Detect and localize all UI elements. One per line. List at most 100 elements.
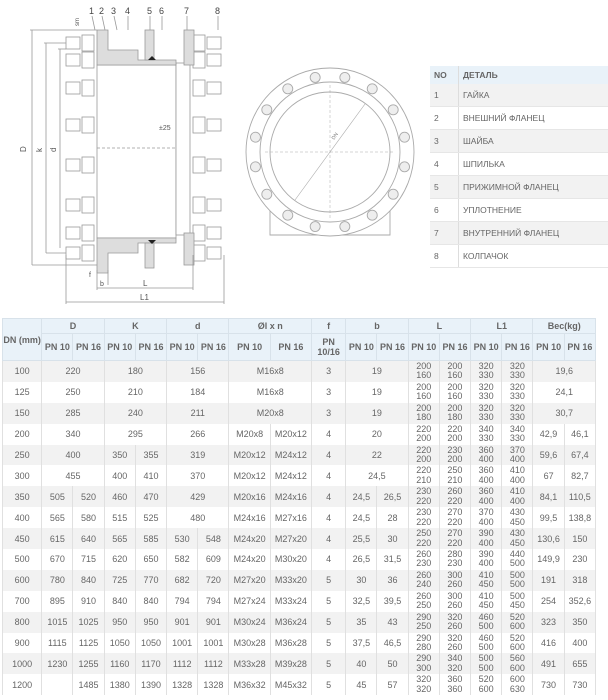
value: 340 xyxy=(509,423,525,434)
cell-b-pn16: 28 xyxy=(376,507,409,529)
part-name: ГАЙКА xyxy=(458,84,608,107)
cell-bolt-pn16: M27x20 xyxy=(269,528,313,550)
cell-dn: 300 xyxy=(1,465,43,487)
value: 460 xyxy=(478,611,494,622)
cell-D-pn10: 505 xyxy=(41,486,74,508)
cell-b: 19 xyxy=(345,402,409,424)
col-b: b xyxy=(345,318,409,334)
cell-L1: 500 500 xyxy=(501,569,534,591)
subcol-pn10: PN 10 xyxy=(407,333,440,361)
cell-K-pn10: 725 xyxy=(103,569,136,591)
value: 160 xyxy=(447,391,463,402)
value: 440 xyxy=(509,548,525,559)
cell-b-pn10: 24,5 xyxy=(345,507,378,529)
cell-bolt-pn16: M24x12 xyxy=(269,465,313,487)
value: 240 xyxy=(416,579,432,590)
cell-bolt-pn10: M36x32 xyxy=(228,674,271,696)
value: 500 xyxy=(509,558,525,569)
spec-table: DN (mm) D K d Øl x n f b L L1 Bec(kg) PN… xyxy=(1,318,597,696)
cell-dn: 1000 xyxy=(1,653,43,675)
cell-dn: 100 xyxy=(1,360,43,382)
value: 370 xyxy=(509,444,525,455)
cell-L1: 520 600 xyxy=(501,632,534,654)
cell-bolt-pn10: M20x16 xyxy=(228,486,271,508)
cell-b-pn16: 46,5 xyxy=(376,632,409,654)
cell-D-pn10: 895 xyxy=(41,590,74,612)
cell-bolt-pn10: M20x12 xyxy=(228,444,271,466)
cell-d: 156 xyxy=(166,360,230,382)
value: 410 xyxy=(478,569,494,580)
subcol-pn16: PN 16 xyxy=(72,333,105,361)
parts-row: 2 ВНЕШНИЙ ФЛАНЕЦ xyxy=(430,106,608,130)
cell-K-pn10: 1160 xyxy=(103,653,136,675)
cell-f: 5 xyxy=(311,569,347,591)
part-no: 6 xyxy=(430,198,459,222)
subcol-pn10: PN 10 xyxy=(470,333,503,361)
cell-L1: 370 400 xyxy=(470,507,503,529)
cell-L1: 520 600 xyxy=(470,674,503,696)
cell-b-pn16: 50 xyxy=(376,653,409,675)
cell-dn: 450 xyxy=(1,528,43,550)
cell-f: 5 xyxy=(311,674,347,696)
nut-icon xyxy=(81,224,95,242)
dim-sm: sm xyxy=(75,18,81,26)
value: 400 xyxy=(478,454,494,464)
parts-row: 3 ШАЙБА xyxy=(430,129,608,153)
cell-L1: 360 400 xyxy=(470,444,503,466)
value: 180 xyxy=(416,412,432,423)
cell-L1: 320 330 xyxy=(470,402,503,424)
table-row: 1000 1230 1255 1160 1170 1112 1112 M33x28 M39x28… xyxy=(1,653,597,675)
cell-dn: 700 xyxy=(1,590,43,612)
cell-K-pn10: 1050 xyxy=(103,632,136,654)
value: 230 xyxy=(447,444,463,455)
value: 520 xyxy=(478,674,494,685)
cell-L1: 390 400 xyxy=(470,549,503,570)
value: 330 xyxy=(478,433,494,444)
subcol-pn10: PN 10 xyxy=(228,333,271,361)
cell-b-pn16: 43 xyxy=(376,611,409,633)
cell-bolt: M16x8 xyxy=(228,360,313,382)
cell-w: 19,6 xyxy=(532,360,596,382)
cell-dn: 600 xyxy=(1,569,43,591)
cell-b-pn10: 24,5 xyxy=(345,486,378,508)
value: 320 xyxy=(416,674,432,685)
value: 500 xyxy=(509,590,525,601)
cell-bolt-pn16: M24x12 xyxy=(269,444,313,466)
cell-bolt-pn16: M36x28 xyxy=(269,632,313,654)
cell-L1: 520 600 xyxy=(501,611,534,633)
cell-b: 20 xyxy=(345,423,409,445)
bolt-icon xyxy=(339,221,351,232)
value: 320 xyxy=(447,632,463,643)
value: 160 xyxy=(416,370,432,381)
bolt-cap-icon xyxy=(65,246,81,260)
callout-7: 7 xyxy=(184,6,189,16)
subcol-pn10: PN 10 xyxy=(103,333,136,361)
table-row: 250 400 350 355 319 M20x12 M24x12 4 22 220 200 230 2… xyxy=(1,444,597,466)
table-row: 400 565 580 515 525 480 M24x16 M27x16 4 24,5 28 230… xyxy=(1,507,597,529)
value: 400 xyxy=(478,516,494,527)
bolt-icon xyxy=(261,104,273,116)
cell-bolt: M20x8 xyxy=(228,402,313,424)
part-no: 5 xyxy=(430,175,459,199)
cell-L: 360 360 xyxy=(438,674,472,696)
cell-bolt-pn16: M39x28 xyxy=(269,653,313,675)
parts-row: 8 КОЛПАЧОК xyxy=(430,244,608,268)
cell-b-pn10: 37,5 xyxy=(345,632,378,654)
cell-d-pn16: 720 xyxy=(197,569,230,591)
cell-d: 480 xyxy=(166,507,230,529)
cell-L: 260 230 xyxy=(407,549,440,570)
cell-L1: 360 400 xyxy=(470,465,503,487)
cell-dn: 800 xyxy=(1,611,43,633)
value: 220 xyxy=(416,516,432,527)
cell-K-pn10: 950 xyxy=(103,611,136,633)
value: 200 xyxy=(447,402,463,413)
cell-K: 180 xyxy=(103,360,168,382)
cell-b-pn16: 39,5 xyxy=(376,590,409,612)
cell-D-pn16: 580 xyxy=(72,507,105,529)
cell-dn: 350 xyxy=(1,486,43,508)
cell-dn: 500 xyxy=(1,549,43,570)
value: 260 xyxy=(416,590,432,601)
cell-f: 4 xyxy=(311,423,347,445)
value: 600 xyxy=(478,683,494,694)
